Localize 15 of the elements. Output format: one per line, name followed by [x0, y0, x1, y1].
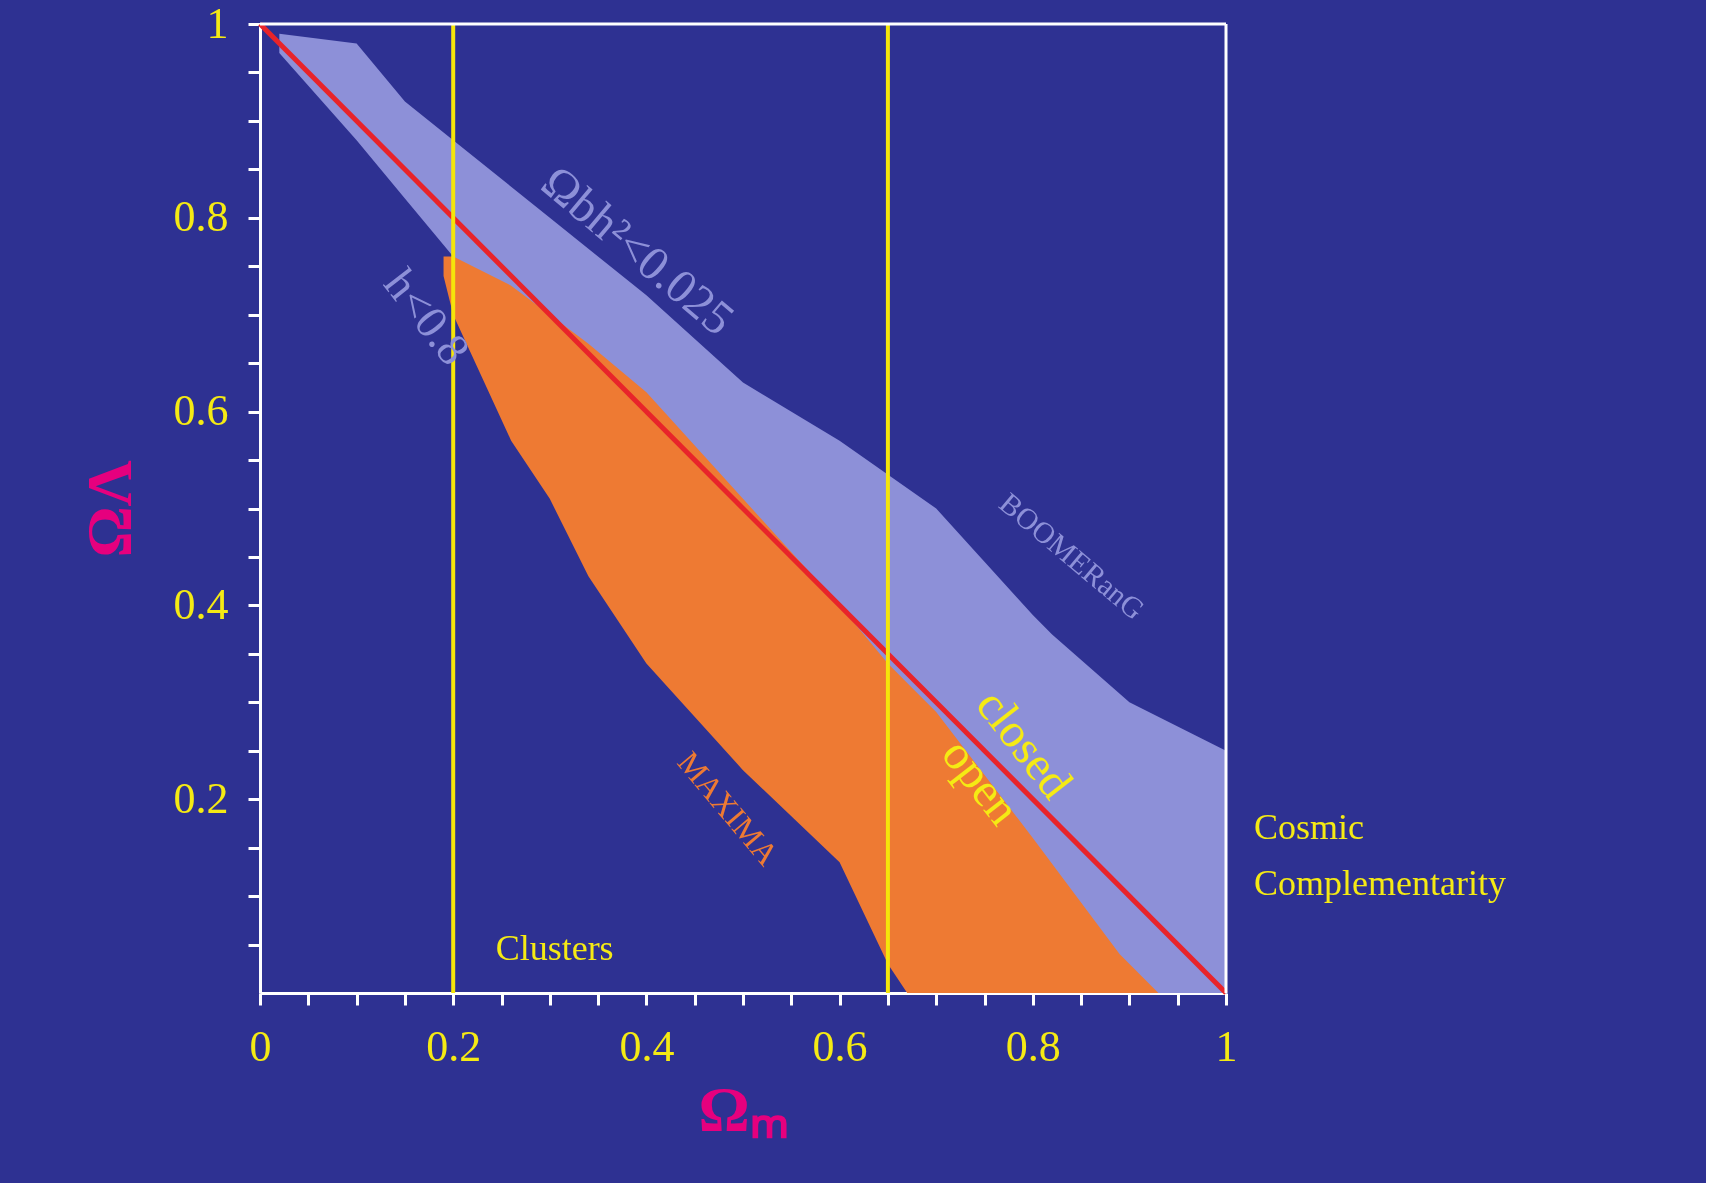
x-tick-label: 0.8: [1005, 1021, 1061, 1071]
annotation: Clusters: [495, 928, 614, 969]
y-tick-label: 0.2: [173, 773, 229, 823]
x-tick-label: 0.2: [426, 1021, 482, 1071]
y-axis-title: ΩΛ: [73, 460, 145, 558]
x-tick-label: 0: [249, 1021, 272, 1071]
x-tick-label: 0.6: [812, 1021, 868, 1071]
x-tick-label: 1: [1215, 1021, 1238, 1071]
y-tick-label: 1: [206, 0, 229, 48]
y-tick-label: 0.6: [173, 386, 229, 436]
x-axis-title: Ωₘ: [698, 1073, 789, 1145]
x-tick-label: 0.4: [619, 1021, 675, 1071]
y-tick-label: 0.8: [173, 192, 229, 242]
y-tick-label: 0.4: [173, 579, 229, 629]
text: Cosmic Complementarity: [1254, 807, 1506, 904]
